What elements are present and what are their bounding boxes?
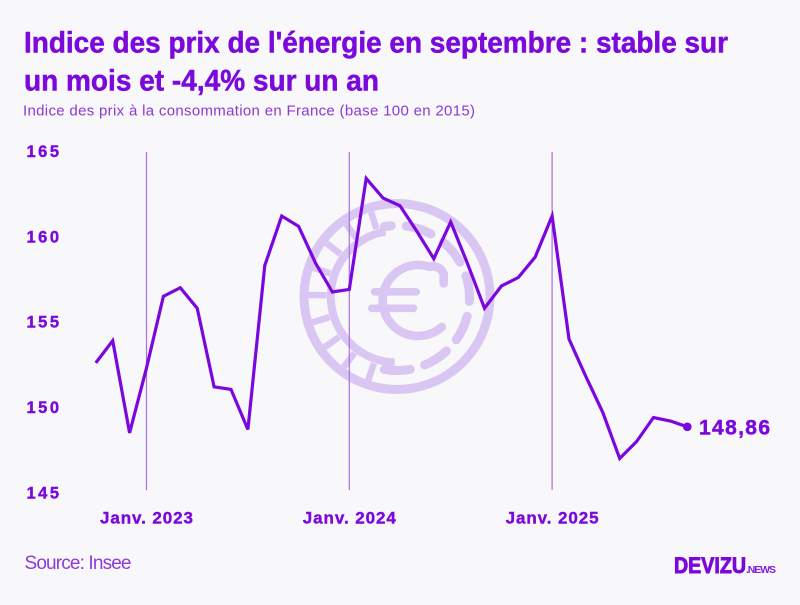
svg-text:160: 160 (27, 228, 60, 246)
svg-text:155: 155 (27, 314, 60, 332)
svg-text:un mois et -4,4% sur un an: un mois et -4,4% sur un an (24, 65, 379, 98)
svg-text:165: 165 (27, 143, 60, 161)
svg-text:Source: Insee: Source: Insee (25, 553, 132, 574)
svg-text:Indice des prix à la consommat: Indice des prix à la consommation en Fra… (23, 103, 475, 120)
svg-text:Indice des prix de l'énergie e: Indice des prix de l'énergie en septembr… (24, 27, 728, 60)
svg-text:148,86: 148,86 (699, 417, 770, 440)
svg-text:145: 145 (27, 485, 60, 503)
svg-text:Janv. 2023: Janv. 2023 (100, 509, 193, 528)
svg-text:Janv. 2024: Janv. 2024 (303, 509, 397, 528)
svg-text:DEVIZU: DEVIZU (674, 553, 746, 578)
svg-text:.NEWS: .NEWS (746, 564, 776, 576)
svg-text:150: 150 (27, 399, 60, 417)
svg-text:Janv. 2025: Janv. 2025 (506, 509, 599, 528)
